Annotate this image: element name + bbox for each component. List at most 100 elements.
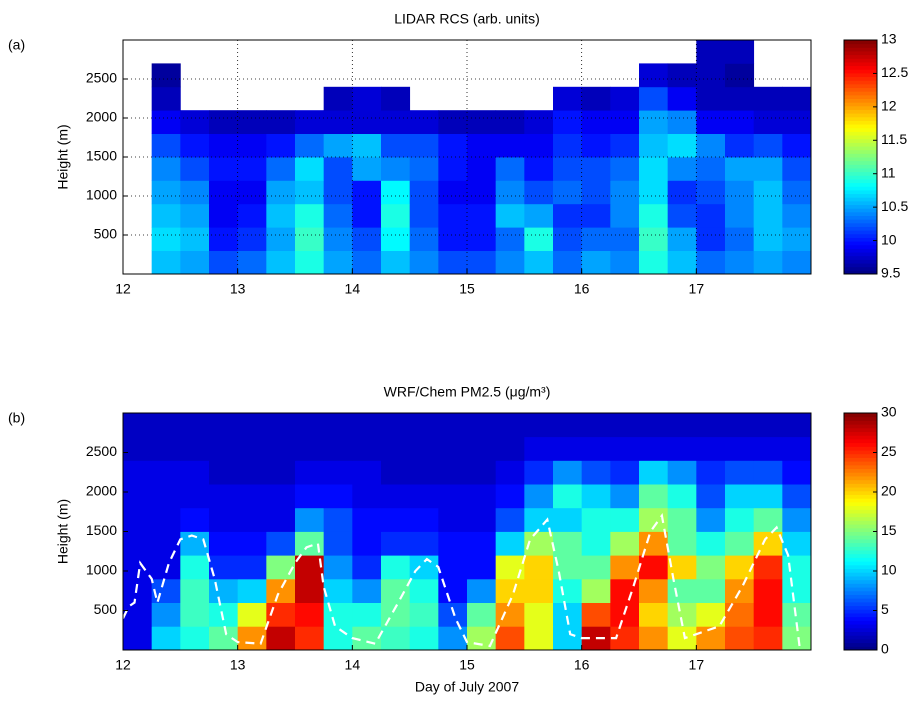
plot-frame — [122, 412, 812, 651]
heat-cell — [725, 555, 755, 580]
heat-cell — [295, 578, 325, 603]
heat-cell — [209, 250, 239, 275]
heat-cell — [696, 413, 726, 438]
colorbar-step — [844, 583, 877, 588]
heat-cell — [123, 578, 153, 603]
heat-cell — [151, 413, 181, 438]
heat-cell — [323, 626, 353, 651]
heat-cell — [409, 250, 439, 275]
panel-label: (a) — [8, 37, 25, 53]
heat-cell — [237, 133, 267, 158]
heat-cell — [352, 578, 382, 603]
heat-cell — [696, 86, 726, 111]
heat-cell — [581, 110, 611, 134]
heat-cell — [725, 250, 755, 275]
x-tick-label: 12 — [115, 281, 131, 297]
heat-cell — [639, 180, 669, 205]
colorbar-step — [844, 230, 877, 235]
colorbar-step — [844, 255, 877, 260]
heat-cell — [323, 531, 353, 556]
heat-cell — [639, 460, 669, 485]
heat-cell — [696, 157, 726, 181]
colorbar-step — [844, 572, 877, 577]
colorbar-step — [844, 54, 877, 59]
colorbar-step — [844, 635, 877, 640]
heat-cell — [667, 531, 697, 556]
heat-cell — [409, 626, 439, 651]
heat-cell — [725, 110, 755, 134]
heat-cell — [753, 507, 783, 532]
heat-cell — [753, 227, 783, 251]
heat-cell — [151, 626, 181, 651]
heat-cell — [295, 460, 325, 485]
heat-cell — [696, 133, 726, 158]
heat-cell — [782, 110, 812, 134]
x-tick-label: 17 — [689, 281, 705, 297]
heat-cell — [266, 531, 296, 556]
heat-cell — [438, 157, 468, 181]
colorbar-step — [844, 69, 877, 74]
colorbar-step — [844, 241, 877, 246]
heat-cell — [123, 460, 153, 485]
heat-cell — [782, 484, 812, 509]
heat-cell — [266, 203, 296, 228]
x-tick-label: 14 — [345, 657, 361, 673]
heat-cell — [438, 250, 468, 275]
heat-cell — [151, 227, 181, 251]
heat-cell — [725, 180, 755, 205]
heat-cell — [180, 157, 210, 181]
heat-cell — [524, 626, 554, 651]
colorbar-step — [844, 568, 877, 573]
colorbar-step — [844, 490, 877, 495]
heat-cell — [237, 203, 267, 228]
heat-cell — [323, 484, 353, 509]
heat-cell — [237, 436, 267, 461]
colorbar-step — [844, 505, 877, 510]
colorbar-tick-label: 30 — [881, 404, 897, 420]
heat-cell — [209, 133, 239, 158]
heat-cell — [295, 602, 325, 627]
heat-cell — [438, 555, 468, 580]
heat-cell — [323, 157, 353, 181]
heat-cell — [409, 436, 439, 461]
heat-cell — [409, 578, 439, 603]
colorbar-step — [844, 160, 877, 165]
heat-cell — [581, 157, 611, 181]
heat-cell — [495, 555, 525, 580]
heat-cell — [180, 626, 210, 651]
heat-cell — [209, 484, 239, 509]
heat-cell — [725, 436, 755, 461]
heat-cell — [352, 460, 382, 485]
heat-cell — [381, 507, 411, 532]
colorbar-step — [844, 564, 877, 570]
heat-cell — [237, 180, 267, 205]
heat-cell — [151, 180, 181, 205]
y-tick-label: 2000 — [86, 483, 117, 499]
colorbar-step — [844, 531, 877, 536]
heat-cell — [667, 484, 697, 509]
heat-cell — [553, 531, 583, 556]
colorbar-step — [844, 233, 877, 238]
heat-cell — [323, 436, 353, 461]
colorbar-step — [844, 164, 877, 169]
heat-cell — [581, 507, 611, 532]
heat-cell — [553, 578, 583, 603]
heat-cell — [639, 555, 669, 580]
colorbar-step — [844, 237, 877, 242]
heat-cell — [524, 203, 554, 228]
heat-cell — [381, 157, 411, 181]
heat-cell — [151, 110, 181, 134]
colorbar-step — [844, 215, 877, 220]
heat-cell — [495, 110, 525, 134]
heat-cell — [180, 203, 210, 228]
heat-cell — [639, 626, 669, 651]
heat-cell — [151, 602, 181, 627]
heat-cell — [667, 250, 697, 275]
heat-cell — [295, 626, 325, 651]
heat-cell — [266, 507, 296, 532]
heat-cell — [610, 110, 640, 134]
heat-cell — [123, 413, 153, 438]
heat-cell — [237, 157, 267, 181]
heat-cell — [696, 227, 726, 251]
colorbar-step — [844, 475, 877, 481]
